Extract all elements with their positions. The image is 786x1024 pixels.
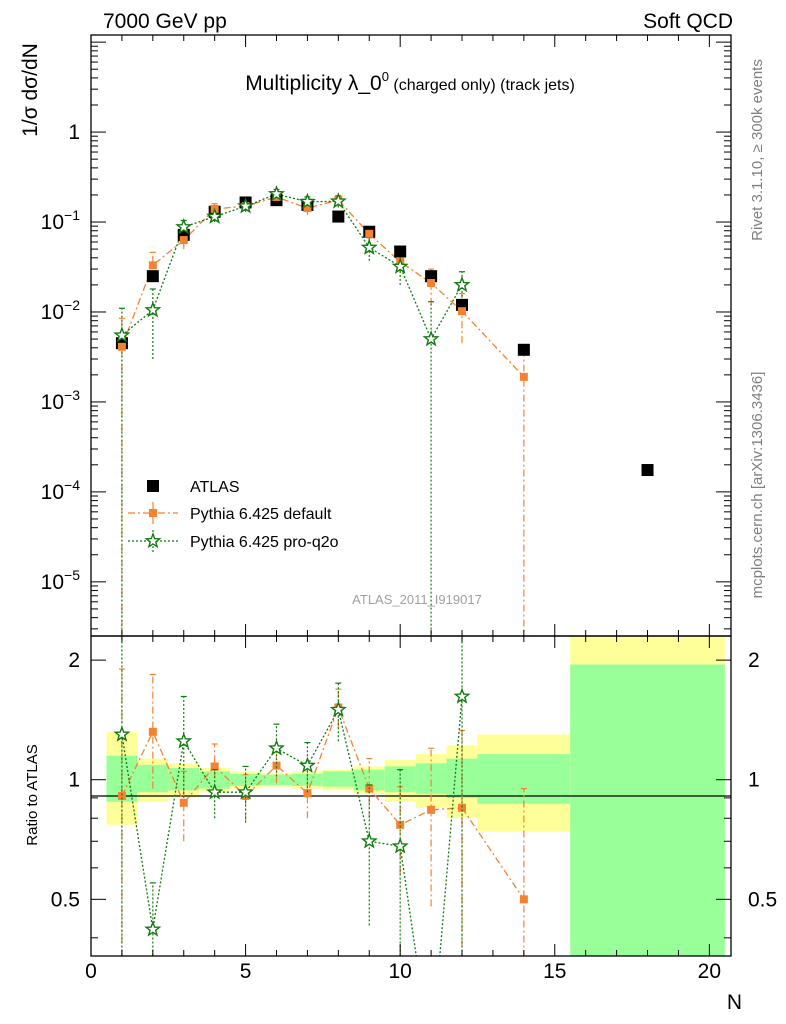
chart-title: Multiplicity λ_00 (charged only) (track … [245,69,575,95]
process-label: Soft QCD [643,10,733,33]
y-axis-label: 1/σ dσ/dN [19,43,42,137]
y-tick-label-0: 10−5 [41,567,81,594]
series-2-ratio-point-11 [453,687,471,704]
legend-label-0: ATLAS [190,479,240,496]
series-2-point-5 [267,184,286,202]
legend-label-2: Pythia 6.425 pro-q2o [190,534,339,551]
analysis-id: ATLAS_2011_I919017 [352,592,482,607]
y-tick-label-2: 10−3 [41,387,81,414]
ratio-tick-label-right-1: 1 [748,769,760,792]
series-0-point-9 [394,245,407,258]
series-2-point-1 [144,301,162,318]
x-tick-label-3: 15 [543,960,566,983]
series-0-point-13 [641,464,654,477]
ratio-plot-frame [90,635,732,957]
series-2-point-9 [391,257,409,274]
ratio-axis-label: Ratio to ATLAS [24,744,41,845]
band-green-7 [322,771,354,787]
y-tick-label-4: 10−1 [41,207,81,234]
series-1-ratio-point-10 [427,805,436,814]
ratio-tick-label-right-2: 2 [748,649,760,672]
series-2-point-4 [237,197,255,214]
series-1-ratio-point-1 [148,727,157,736]
series-2-ratio-point-0 [113,725,131,742]
series-2-ratio-point-8 [360,832,378,849]
series-2-ratio-point-5 [267,739,286,756]
x-axis-label: N [727,991,742,1014]
series-1-point-0 [117,342,126,351]
legend-marker-1 [149,509,157,517]
series-2-point-0 [113,326,131,343]
ratio-tick-label-right-0: 0.5 [748,888,777,911]
mcplots-label: mcplots.cern.ch [arXiv:1306.3436] [749,372,766,599]
series-1-ratio-point-5 [272,761,281,770]
series-0-point-7 [332,210,345,223]
series-2-point-3 [206,207,224,224]
series-2-ratio-point-9 [391,837,409,854]
series-1-point-2 [179,236,188,245]
series-1-ratio-point-12 [519,895,528,904]
series-1-point-11 [458,307,467,316]
band-green-13 [570,664,725,956]
series-2-point-10 [422,330,440,347]
ratio-tick-label-left-0: 0.5 [51,888,80,911]
series-1-ratio-point-11 [458,803,467,812]
series-2-point-8 [360,238,378,255]
rivet-label: Rivet 3.1.10, ≥ 300k events [749,59,766,241]
x-tick-label-4: 20 [698,960,721,983]
series-1-point-6 [303,204,312,213]
series-2-point-2 [175,218,193,235]
y-tick-label-1: 10−4 [41,477,81,504]
series-0-point-1 [146,270,159,283]
series-2-point-6 [298,192,316,210]
series-1-ratio-point-3 [210,762,219,771]
series-2-ratio-point-2 [175,732,193,749]
y-tick-label-3: 10−2 [41,297,81,324]
series-1-point-8 [365,229,374,238]
series-2-ratio-point-3 [206,783,224,800]
series-1-point-10 [427,278,436,287]
series-2-point-11 [453,275,471,293]
series-1-ratio-point-6 [303,789,312,798]
series-0-point-12 [517,343,530,356]
main-plot-frame [90,34,732,637]
legend-marker-0 [147,480,159,492]
series-2-point-7 [329,192,347,209]
legend-marker-2 [144,532,162,549]
y-tick-label-5: 1 [68,121,80,144]
series-2-line [121,193,463,341]
series-1-point-1 [148,261,157,270]
series-2-ratio-point-1 [144,920,162,937]
x-tick-label-2: 10 [388,960,411,983]
x-tick-label-0: 0 [85,960,97,983]
series-2-ratio-line [121,696,463,956]
x-tick-label-1: 5 [240,960,252,983]
series-1-ratio-point-0 [117,791,126,800]
ratio-tick-label-left-2: 2 [68,649,80,672]
series-1-ratio-point-9 [396,820,405,829]
ratio-tick-label-left-1: 1 [68,769,80,792]
band-green-8 [353,769,385,791]
series-2-ratio-point-7 [329,700,347,718]
series-1-point-12 [519,372,528,381]
series-1-ratio-point-2 [179,798,188,807]
energy-label: 7000 GeV pp [103,10,227,33]
series-2-ratio-point-4 [237,783,255,800]
series-2-ratio-point-6 [298,756,316,773]
legend-label-1: Pythia 6.425 default [190,506,332,523]
